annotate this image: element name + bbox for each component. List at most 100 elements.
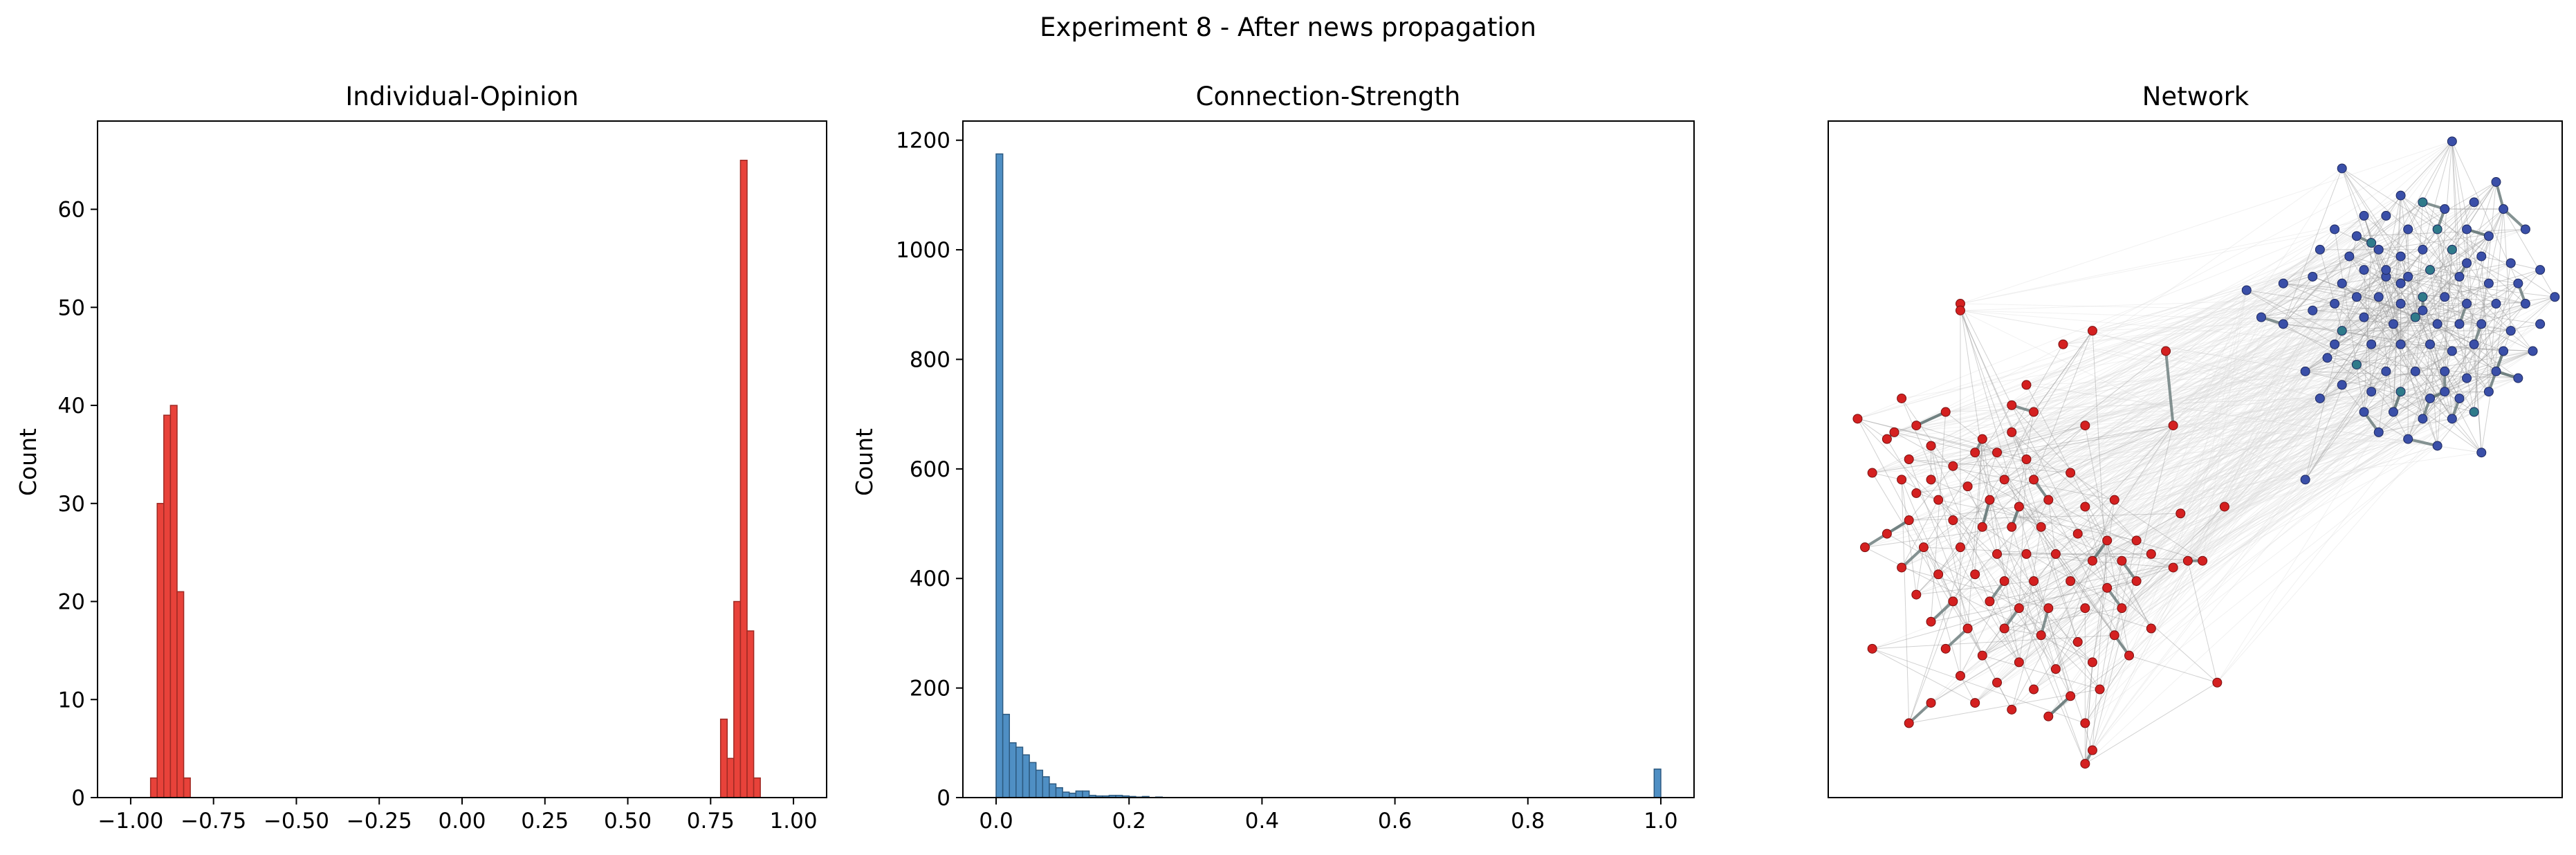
network-edge	[2342, 323, 2438, 331]
network-edge	[2429, 269, 2445, 297]
network-edge	[2451, 330, 2512, 419]
network-edge	[1915, 410, 1947, 427]
network-edge	[1916, 229, 2409, 426]
network-edge	[2004, 391, 2372, 480]
network-node	[2080, 502, 2090, 512]
network-edge	[1967, 486, 2086, 764]
network-edge	[2055, 371, 2496, 555]
network-edge	[2422, 201, 2482, 257]
network-edge	[1960, 310, 2079, 643]
network-edge	[2224, 269, 2386, 507]
histogram-bar	[739, 159, 748, 798]
network-node	[2359, 265, 2369, 275]
network-node	[2410, 366, 2420, 376]
network-edge	[1996, 324, 2394, 683]
network-edge	[1923, 425, 2086, 548]
network-edge	[1872, 472, 1983, 656]
network-node	[2381, 366, 2391, 376]
network-edge	[2371, 181, 2496, 345]
network-edge	[2342, 303, 2401, 331]
network-node	[1897, 562, 1907, 573]
network-node	[2117, 555, 2127, 566]
network-edge	[2011, 330, 2342, 528]
network-edge	[2173, 324, 2460, 568]
network-edge	[1931, 634, 2041, 704]
network-edge	[2122, 432, 2380, 609]
network-node	[2043, 495, 2054, 505]
network-edge	[2092, 540, 2108, 751]
network-edge	[1872, 425, 2173, 474]
network-edge	[2378, 297, 2394, 412]
network-node	[2072, 528, 2083, 539]
network-edge	[2012, 351, 2452, 433]
network-node	[2102, 535, 2113, 546]
network-edge	[2092, 344, 2401, 751]
x-tick-label: 0.00	[438, 809, 486, 834]
network-edge	[2400, 256, 2490, 284]
network-edge	[2122, 371, 2496, 562]
network-edge	[2437, 249, 2453, 446]
network-edge	[1901, 317, 2416, 480]
network-edge	[2187, 398, 2460, 562]
network-edge	[2070, 235, 2490, 473]
network-edge	[2422, 283, 2519, 419]
network-edge	[2151, 283, 2401, 555]
network-edge	[2011, 351, 2533, 710]
network-edge	[2429, 269, 2519, 284]
network-edge	[1916, 215, 2386, 494]
network-edge	[1989, 425, 2173, 501]
network-node	[1977, 650, 1987, 661]
network-node	[2337, 326, 2347, 336]
network-edge	[2041, 235, 2490, 528]
network-edge	[2378, 303, 2496, 433]
network-edge	[2378, 418, 2452, 433]
network-edge	[2025, 553, 2093, 751]
network-edge	[2364, 269, 2533, 351]
network-edge	[2033, 378, 2519, 582]
network-node	[2007, 427, 2017, 437]
histogram-bar	[733, 600, 742, 798]
network-edge	[2092, 398, 2431, 663]
network-edge	[2084, 242, 2372, 764]
network-node	[2109, 495, 2119, 505]
network-edge	[1989, 418, 2423, 602]
network-node	[2395, 278, 2406, 288]
network-edge	[1996, 317, 2416, 555]
network-node	[2418, 197, 2428, 208]
network-edge	[1916, 425, 2027, 460]
network-edge	[2364, 215, 2533, 351]
x-axis-ticks: 0.0 0.2 0.4 0.6 0.8 1.0	[979, 798, 1678, 834]
network-edge	[2026, 215, 2364, 460]
network-edge	[2334, 310, 2423, 345]
network-edge	[2166, 351, 2357, 365]
network-edge	[1872, 256, 2401, 474]
network-edge	[1982, 310, 2423, 528]
network-edge	[2004, 344, 2401, 582]
network-edge	[2063, 344, 2342, 385]
network-edge	[1916, 418, 2423, 596]
network-edge	[2085, 303, 2526, 426]
network-edge	[1960, 303, 2071, 697]
histogram-bar	[1653, 769, 1662, 798]
network-edge	[2018, 479, 2306, 609]
y-tick-label: 30	[58, 492, 85, 517]
network-node	[2117, 603, 2127, 614]
network-node	[1948, 515, 1958, 526]
network-edge	[2451, 141, 2460, 324]
network-edge	[2055, 235, 2490, 555]
network-edge	[2415, 296, 2555, 318]
network-edge	[1872, 472, 1902, 480]
network-node	[2432, 441, 2442, 451]
network-edge	[2011, 560, 2093, 710]
network-edge	[2246, 290, 2511, 331]
network-edge	[2055, 201, 2475, 555]
network-edge	[2356, 364, 2394, 412]
network-node	[1977, 522, 1987, 532]
network-edge	[2312, 276, 2386, 311]
network-node	[2278, 319, 2288, 329]
network-edge	[1916, 398, 2460, 596]
network-edge	[1872, 634, 2115, 650]
network-edge	[1931, 276, 2313, 446]
network-edge	[2312, 201, 2423, 277]
network-edge	[1916, 391, 2372, 494]
